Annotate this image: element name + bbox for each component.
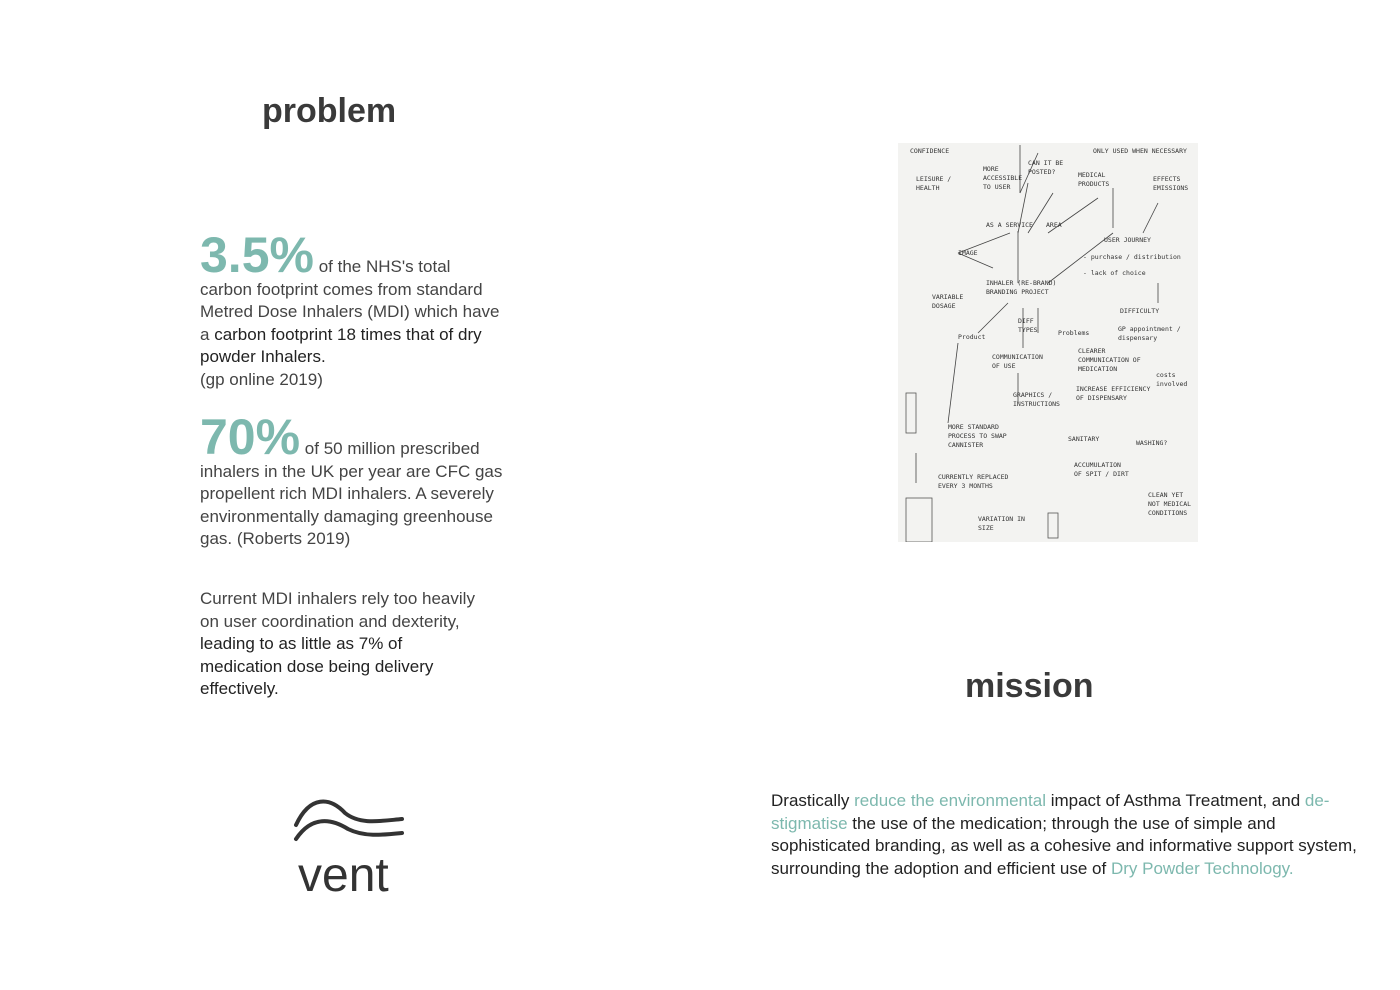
sketch-label: MEDICAL PRODUCTS [1078,171,1110,188]
sketch-label: Problems [1058,329,1090,337]
highlight: reduce the environmental [854,791,1046,810]
sketch-label: LEISURE / HEALTH [916,175,952,192]
sketch-label: EFFECTS EMISSIONS [1153,175,1189,192]
sketch-label: - purchase / distribution [1083,253,1181,261]
sketch-arrows [905,145,1159,542]
sketch-label: IMAGE [958,249,978,257]
sketch-label: AS A SERVICE [986,221,1033,229]
sketch-label: DIFF TYPES [1018,317,1038,334]
sketch-label: SANITARY [1068,435,1100,443]
sketch-label: GRAPHICS / INSTRUCTIONS [1013,391,1060,408]
sketch-label: AREA [1046,221,1062,229]
logo-mark [294,799,404,841]
sketch-label: GP appointment / dispensary [1118,325,1181,342]
sketch-label: MORE ACCESSIBLE TO USER [983,165,1023,191]
note-text: Current MDI inhalers rely too heavily on… [200,589,475,631]
sketch-label: costs involved [1156,371,1188,388]
stat-source: (gp online 2019) [200,369,323,389]
stat-text: of the NHS's total carbon footprint come… [200,257,500,344]
text: Drastically [771,791,855,810]
stat-figure: 3.5% [200,227,314,283]
mission-title: mission [965,667,1094,705]
sketch-label: CLEARER COMMUNICATION OF MEDICATION [1078,347,1141,373]
sketch-label: - lack of choice [1083,269,1146,277]
stat: 3.5% of the NHS's total carbon footprint… [200,230,500,392]
sketch-label: MORE STANDARD PROCESS TO SWAP CANNISTER [948,423,1007,449]
note: Current MDI inhalers rely too heavily on… [200,588,485,701]
sketch-label: VARIATION IN SIZE [978,515,1025,532]
stat-figure: 70% [200,409,301,465]
sketch-label: CURRENTLY REPLACED EVERY 3 MONTHS [938,473,1009,490]
sketch-label: DIFFICULTY [1120,307,1160,315]
sketch-label: ACCUMULATION OF SPIT / DIRT [1074,461,1129,478]
stat: 70% of 50 million prescribed inhalers in… [200,412,505,551]
logo-text: vent [298,849,389,902]
sketch-label: Product [958,333,986,341]
sketch-image: CONFIDENCE LEISURE / HEALTH MORE ACCESSI… [898,143,1198,542]
text: the use of the medication; through the u… [771,813,1357,878]
wave [294,819,404,841]
note-emphasis: leading to as little as 7% of medication… [200,634,434,699]
mission-text: Drastically reduce the environmental imp… [771,790,1361,880]
sketch-label: USER JOURNEY [1104,236,1151,244]
sketch-label: CONFIDENCE [910,147,950,155]
sketch-label: ONLY USED WHEN NECESSARY [1093,147,1187,155]
sketch-label: WASHING? [1136,439,1168,447]
stat-text: of 50 million prescribed inhalers in the… [200,439,503,549]
problem-title: problem [262,92,397,130]
sketch-label: COMMUNICATION OF USE [992,353,1043,370]
sketch-label: VARIABLE DOSAGE [932,293,964,310]
wave [294,799,404,827]
stat-emphasis: carbon footprint 18 times that of dry po… [200,324,482,367]
sketch-label: INHALER (RE-BRAND) BRANDING PROJECT [986,279,1057,296]
highlight: Dry Powder Technology. [1110,858,1294,878]
sketch-label: CLEAN YET NOT MEDICAL CONDITIONS [1148,491,1192,517]
sketch-label: INCREASE EFFICIENCY OF DISPENSARY [1076,385,1151,402]
highlight: de-stigmatise [771,791,1330,833]
text: impact of Asthma Treatment, and [1045,791,1305,810]
sketch-label: CAN IT BE POSTED? [1028,159,1064,176]
